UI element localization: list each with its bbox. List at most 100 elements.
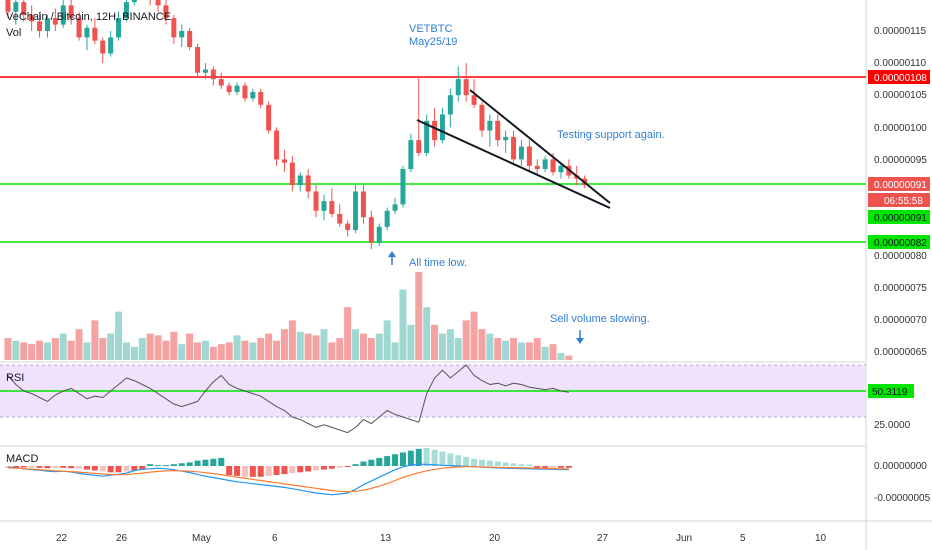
candle-body bbox=[242, 85, 248, 99]
macd-histogram-bar bbox=[76, 466, 83, 469]
annotation-title-line2: May25/19 bbox=[409, 36, 457, 48]
candle-body bbox=[439, 114, 445, 141]
price-tick: 0.00000105 bbox=[874, 90, 927, 101]
support1-badge bbox=[868, 210, 930, 224]
volume-bar bbox=[391, 342, 399, 360]
volume-bar bbox=[486, 333, 494, 360]
macd-histogram-bar bbox=[273, 466, 280, 475]
volume-bar bbox=[557, 352, 565, 360]
macd-histogram-bar bbox=[131, 466, 138, 471]
volume-bar bbox=[462, 320, 470, 360]
macd-histogram-bar bbox=[202, 459, 209, 466]
candle-body bbox=[37, 21, 43, 31]
volume-bar bbox=[312, 335, 320, 360]
date-tick: 6 bbox=[272, 533, 278, 544]
macd-histogram-bar bbox=[328, 466, 335, 469]
rsi-value-badge bbox=[868, 384, 914, 398]
volume-bar bbox=[194, 342, 202, 360]
macd-histogram-bar bbox=[52, 466, 59, 468]
macd-histogram-bar bbox=[518, 464, 525, 466]
candle-body bbox=[187, 31, 193, 48]
wedge-upper-trendline[interactable] bbox=[469, 89, 611, 204]
candle-body bbox=[487, 120, 493, 131]
candle-body bbox=[250, 91, 256, 99]
candle-body bbox=[463, 79, 469, 96]
macd-histogram-bar bbox=[68, 466, 75, 469]
macd-histogram-bar bbox=[297, 466, 304, 473]
volume-bar bbox=[107, 333, 115, 360]
macd-histogram-bar bbox=[210, 458, 217, 466]
resistance-badge bbox=[868, 70, 930, 84]
price-tick: 0.00000065 bbox=[874, 347, 927, 358]
macd-histogram-bar bbox=[494, 461, 501, 466]
last-price-badge-text: 0.00000091 bbox=[874, 180, 927, 191]
candle-body bbox=[518, 146, 524, 160]
volume-bar bbox=[249, 342, 257, 360]
rsi-value-badge-text: 50.3119 bbox=[872, 387, 908, 398]
countdown-badge-text: 06:55:58 bbox=[884, 196, 923, 207]
macd-histogram-bar bbox=[352, 464, 359, 466]
candle-body bbox=[297, 175, 303, 186]
volume-bar bbox=[415, 272, 423, 360]
candle-body bbox=[337, 213, 343, 224]
candle-body bbox=[376, 226, 382, 243]
volume-bar bbox=[59, 333, 67, 360]
volume-bar bbox=[209, 346, 217, 360]
candle-body bbox=[400, 169, 406, 205]
volume-bar bbox=[541, 346, 549, 360]
date-tick: 13 bbox=[380, 533, 392, 544]
volume-bar bbox=[130, 346, 138, 360]
macd-histogram-bar bbox=[542, 466, 549, 468]
macd-histogram-bar bbox=[36, 466, 43, 468]
date-tick: May bbox=[192, 533, 211, 544]
volume-bar bbox=[178, 344, 186, 360]
macd-histogram-bar bbox=[186, 462, 193, 466]
volume-bar bbox=[359, 333, 367, 360]
macd-histogram-bar bbox=[28, 466, 35, 468]
candle-body bbox=[432, 120, 438, 141]
wedge-lower-trendline[interactable] bbox=[416, 119, 611, 209]
macd-histogram-bar bbox=[336, 466, 343, 468]
candle-body bbox=[116, 18, 122, 38]
volume-bar bbox=[99, 338, 107, 360]
support1-badge-text: 0.00000091 bbox=[874, 213, 927, 224]
volume-bar bbox=[407, 324, 415, 360]
macd-histogram-bar bbox=[431, 449, 438, 466]
volume-bar bbox=[51, 338, 59, 360]
macd-histogram-bar bbox=[368, 459, 375, 466]
volume-bar bbox=[533, 338, 541, 360]
price-tick: 0.00000095 bbox=[874, 155, 927, 166]
volume-bar bbox=[280, 329, 288, 360]
volume-bar bbox=[201, 340, 209, 360]
volume-bar bbox=[36, 340, 44, 360]
volume-bar bbox=[336, 338, 344, 360]
candle-body bbox=[384, 210, 390, 227]
volume-bar bbox=[399, 289, 407, 360]
candle-body bbox=[258, 91, 264, 105]
macd-histogram-bar bbox=[534, 466, 541, 468]
macd-histogram-bar bbox=[99, 466, 106, 472]
macd-histogram-bar bbox=[565, 466, 572, 468]
candle-body bbox=[495, 120, 501, 141]
volume-bar bbox=[217, 344, 225, 360]
arrow-up-icon bbox=[388, 251, 396, 265]
candle-body bbox=[447, 95, 453, 115]
candle-body bbox=[503, 136, 509, 141]
macd-histogram-bar bbox=[407, 450, 414, 466]
candle-body bbox=[526, 146, 532, 166]
macd-histogram-bar bbox=[305, 466, 312, 472]
macd-histogram-bar bbox=[20, 466, 27, 468]
macd-histogram-bar bbox=[344, 466, 351, 467]
macd-histogram-bar bbox=[502, 462, 509, 466]
candle-body bbox=[29, 14, 35, 22]
macd-histogram-bar bbox=[376, 457, 383, 466]
support2-badge-text: 0.00000082 bbox=[874, 238, 927, 249]
candle-body bbox=[542, 159, 548, 170]
candle-body bbox=[68, 5, 74, 19]
macd-histogram-bar bbox=[471, 458, 478, 466]
price-tick: 0.00000100 bbox=[874, 123, 927, 134]
volume-bar bbox=[67, 340, 75, 360]
macd-signal-line bbox=[7, 466, 569, 493]
volume-bar bbox=[454, 338, 462, 360]
